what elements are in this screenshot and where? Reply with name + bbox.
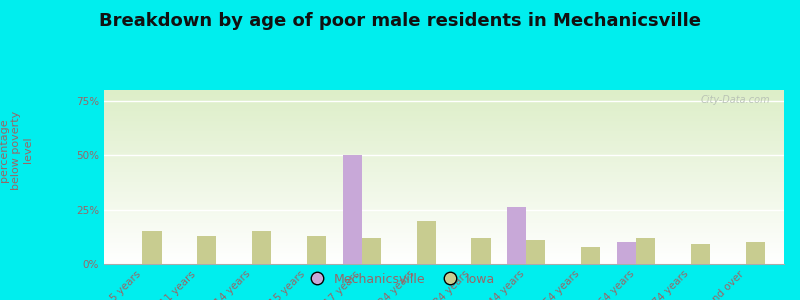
Legend: Mechanicsville, Iowa: Mechanicsville, Iowa — [299, 268, 501, 291]
Bar — [636, 238, 655, 264]
Bar — [471, 238, 490, 264]
Bar — [362, 238, 381, 264]
Bar — [507, 208, 526, 264]
Text: Breakdown by age of poor male residents in Mechanicsville: Breakdown by age of poor male residents … — [99, 12, 701, 30]
Bar — [342, 155, 362, 264]
Text: City-Data.com: City-Data.com — [701, 95, 770, 105]
Bar — [581, 247, 600, 264]
Bar — [198, 236, 217, 264]
Bar — [690, 244, 710, 264]
Bar — [142, 231, 162, 264]
Bar — [417, 220, 436, 264]
Bar — [526, 240, 546, 264]
Bar — [252, 231, 271, 264]
Bar — [746, 242, 765, 264]
Bar — [617, 242, 636, 264]
Bar — [307, 236, 326, 264]
Text: percentage
below poverty
level: percentage below poverty level — [0, 110, 33, 190]
